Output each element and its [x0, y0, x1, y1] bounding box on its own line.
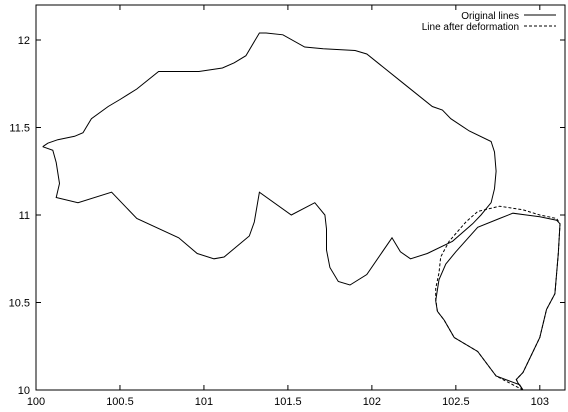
- x-tick-label: 100.5: [106, 396, 134, 408]
- y-tick-label: 10.5: [9, 298, 30, 310]
- plot-frame: [35, 4, 566, 391]
- x-tick-label: 103: [531, 396, 549, 408]
- x-tick-label: 102: [363, 396, 381, 408]
- y-tick-label: 10: [18, 385, 30, 397]
- y-tick-label: 11: [19, 210, 30, 222]
- x-axis: 100 100.5 101 101.5 102 102.5 103: [27, 5, 549, 408]
- x-tick-label: 101.5: [274, 396, 302, 408]
- y-axis: 10 10.5 11 11.5 12: [9, 35, 565, 397]
- legend-label: Line after deformation: [422, 22, 519, 33]
- x-tick-label: 101: [195, 396, 213, 408]
- y-tick-label: 12: [18, 35, 30, 47]
- y-tick-label: 11.5: [9, 123, 30, 135]
- legend-label: Original lines: [461, 11, 519, 22]
- series-layer: [42, 32, 561, 391]
- deformed-line-path: [435, 205, 561, 391]
- x-tick-label: 102.5: [442, 396, 470, 408]
- x-tick-label: 100: [27, 396, 45, 408]
- original-line-path: [42, 32, 497, 286]
